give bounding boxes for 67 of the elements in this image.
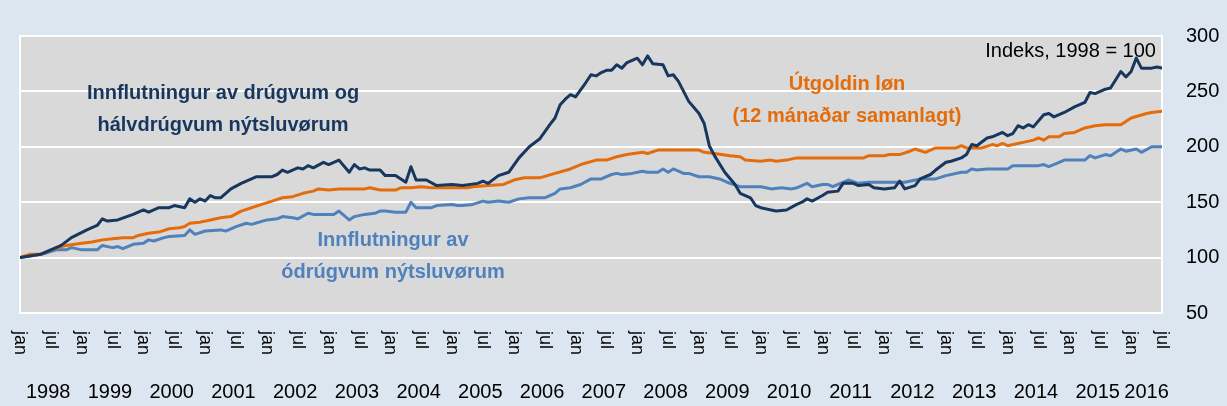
y-tick-label: 150 [1186, 189, 1220, 212]
x-tick-label: jan [196, 330, 217, 356]
x2-tick-label: 2005 [458, 379, 503, 402]
x-tick-label: jan [1060, 330, 1081, 356]
x-tick-label: jul [412, 330, 433, 350]
y-tick-label: 250 [1186, 78, 1220, 101]
x-tick-label: jan [443, 330, 464, 356]
x2-tick-label: 2015 [1075, 379, 1120, 402]
y-tick-label: 200 [1186, 134, 1220, 157]
x-tick-label: jan [936, 330, 957, 356]
x-tick-label: jul [720, 330, 741, 350]
x2-tick-label: 2007 [581, 379, 627, 402]
x2-tick-label: 2012 [890, 379, 935, 402]
x-tick-label: jan [504, 330, 525, 356]
x2-tick-label: 2002 [272, 379, 318, 402]
x-tick-label: jul [535, 330, 556, 350]
x2-tick-label: 2008 [643, 379, 688, 402]
x2-tick-label: 2009 [705, 379, 750, 402]
x-tick-label: jan [319, 330, 340, 356]
x-tick-label: jul [288, 330, 309, 350]
series-label: Innflutningur av ódrúgvum nýtsluvørum [281, 227, 505, 282]
x-tick-label: jan [875, 330, 896, 356]
annotation: Indeks, 1998 = 100 [985, 38, 1156, 61]
x-tick-label: jul [350, 330, 371, 350]
x-tick-label: jan [72, 330, 93, 356]
x-tick-label: jan [998, 330, 1019, 356]
x-tick-label: jan [813, 330, 834, 356]
x2-tick-label: 1998 [26, 379, 71, 402]
x-tick-label: jul [659, 330, 680, 350]
x-tick-label: jan [628, 330, 649, 356]
x-tick-label: jan [257, 330, 278, 356]
x2-tick-label: 2006 [519, 379, 565, 402]
x2-tick-label: 2016 [1124, 379, 1169, 402]
series-label: Útgoldin løn (12 mánaðar samanlagt) [732, 70, 962, 126]
x-tick-label: jan [690, 330, 711, 356]
x2-tick-label: 1999 [87, 379, 133, 402]
x-tick-label: jan [1122, 330, 1143, 356]
x-tick-label: jul [1153, 330, 1174, 350]
x-tick-label: jul [782, 330, 803, 350]
x2-tick-label: 2013 [951, 379, 997, 402]
x-tick-label: jan [11, 330, 32, 356]
x2-tick-label: 2003 [334, 379, 380, 402]
x-tick-label: jul [967, 330, 988, 350]
x-tick-label: jan [751, 330, 772, 356]
x-tick-label: jul [844, 330, 865, 350]
y-tick-label: 100 [1186, 245, 1220, 268]
x-tick-label: jul [165, 330, 186, 350]
y-tick-label: 300 [1186, 23, 1220, 46]
x-tick-label: jul [1091, 330, 1112, 350]
x-tick-label: jul [227, 330, 248, 350]
y-tick-label: 50 [1186, 300, 1209, 323]
x2-tick-label: 2000 [149, 379, 194, 402]
x-tick-label: jul [103, 330, 124, 350]
x2-tick-label: 2010 [766, 379, 812, 402]
x-tick-label: jul [474, 330, 494, 350]
x-tick-label: jul [1029, 330, 1050, 350]
x-tick-label: jul [597, 330, 618, 350]
series-label: Innflutningur av drúgvum og hálvdrúgvum nýtsluvørum [86, 80, 360, 135]
x-tick-label: jan [381, 330, 402, 356]
x2-tick-label: 2004 [396, 379, 441, 402]
x-tick-label: jul [41, 330, 62, 350]
x2-tick-label: 2011 [829, 379, 873, 402]
x-tick-label: jan [134, 330, 155, 356]
x2-tick-label: 2001 [211, 379, 256, 402]
x2-tick-label: 2014 [1013, 379, 1059, 402]
x-tick-label: jan [566, 330, 587, 356]
x-tick-label: jul [906, 330, 927, 350]
